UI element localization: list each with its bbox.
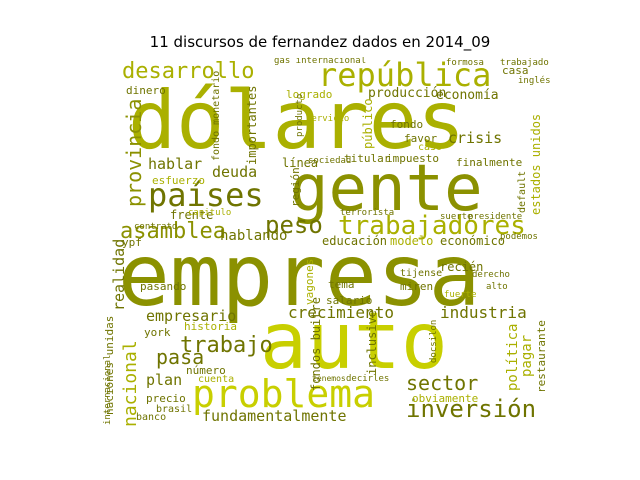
word-brasil: brasil (156, 404, 193, 415)
word-historia: historia (184, 320, 237, 333)
word-economico: económico (440, 234, 506, 248)
word-suerte: suerte (440, 212, 473, 222)
word-derecho: derecho (472, 270, 510, 280)
word-economia: economía (436, 88, 499, 103)
word-plan: plan (146, 371, 183, 389)
word-terrorista: terrorista (340, 208, 395, 218)
word-peso: peso (265, 211, 323, 239)
word-impuesto: impuesto (386, 152, 439, 165)
word-capitulo: capitulo (188, 208, 232, 218)
word-asamblea: asamblea (120, 219, 226, 244)
word-finalmente: finalmente (456, 156, 523, 169)
word-deuda: deuda (212, 163, 258, 181)
word-tijense: tijense (400, 268, 443, 279)
word-recien: recién (440, 260, 484, 274)
word-miren: miren (400, 280, 434, 293)
word-fondo: fondo (390, 118, 424, 131)
word-banco: banco (136, 412, 167, 423)
word-estados-unidos: estados unidos (529, 113, 543, 215)
word-provincia: provincia (122, 98, 146, 207)
word-inversion: inversión (406, 395, 537, 423)
word-cuenta: cuenta (198, 374, 235, 385)
word-hablando: hablando (220, 228, 288, 244)
word-educacion: educación (322, 234, 388, 248)
word-desarrollo: desarrollo (122, 59, 255, 84)
word-precio: precio (146, 392, 186, 405)
word-realidad: realidad (110, 238, 128, 311)
word-dolares: dólares (128, 74, 466, 167)
word-obviamente: obviamente (412, 392, 479, 405)
word-numero: número (186, 364, 226, 377)
word-producto: producto (295, 93, 305, 137)
word-paises: países (148, 176, 264, 214)
word-empresario: empresario (146, 307, 237, 325)
word-tenemos: tenemos (312, 374, 346, 383)
word-problema: problema (192, 372, 376, 416)
word-empresa: empresa (118, 226, 481, 326)
word-republica: república (318, 57, 492, 94)
word-sociedad: sociedad (308, 156, 352, 166)
word-fundamentalmente: fundamentalmente (202, 407, 347, 425)
word-crisis: crisis (448, 129, 503, 147)
word-crecimiento: crecimiento (288, 303, 394, 322)
word-logrado: logrado (286, 88, 333, 101)
word-contrato: contrato (134, 222, 178, 232)
word-gas-internacional: gas internacional (274, 57, 367, 66)
word-publico: público (361, 98, 375, 149)
word-docsilon: docsilon (429, 319, 439, 363)
word-fuerte: fuerte (444, 290, 477, 300)
word-ingles: inglés (518, 76, 550, 86)
word-trabajo: trabajo (180, 333, 273, 358)
word-presidente: presidente (468, 212, 523, 222)
word-inclusive: inclusive (365, 309, 379, 375)
word-trabajado: trabajado (500, 58, 549, 68)
word-favor: favor (404, 132, 438, 145)
word-ypf: ypf (122, 236, 142, 249)
word-pagar: pagar (519, 334, 535, 377)
word-trabajadores: trabajadores (338, 211, 526, 241)
word-linea: línea (282, 156, 319, 170)
word-politica: política (505, 323, 521, 391)
word-frente: frente (170, 208, 214, 222)
word-york: york (144, 326, 171, 339)
word-industria: industria (440, 303, 527, 322)
word-gente: gente (290, 152, 483, 226)
word-tema: tema (328, 278, 355, 291)
word-caso: caso (418, 142, 443, 153)
word-titular: titular (344, 152, 391, 165)
word-dinero: dinero (126, 84, 166, 97)
word-salario: salario (326, 294, 373, 307)
word-casa: casa (502, 64, 529, 77)
word-pasando: pasando (140, 280, 187, 293)
word-pasa: pasa (156, 345, 205, 369)
word-auto: auto (260, 297, 448, 387)
word-region: región (289, 167, 302, 207)
word-podemos: podemos (500, 232, 538, 242)
word-restaurante: restaurante (535, 320, 548, 393)
word-sector: sector (406, 371, 479, 395)
word-servicio: servicio (306, 114, 350, 124)
word-produccion: producción (368, 86, 447, 101)
word-fondo-monetario: fondo monetario (211, 70, 222, 161)
word-importantes: importantes (245, 85, 259, 165)
word-internacional: internacional (103, 354, 113, 425)
word-hablar: hablar (148, 155, 203, 173)
word-modelo: modelo (390, 234, 434, 248)
word-cloud: empresa dólares auto gente república pro… (100, 57, 550, 427)
word-decirles: decirles (346, 374, 390, 384)
word-default: default (517, 170, 528, 213)
word-alto: alto (486, 282, 508, 292)
chart-title: 11 discursos de fernandez dados en 2014_… (149, 33, 491, 51)
word-esfuerzo: esfuerzo (152, 174, 205, 187)
word-formosa: formosa (446, 58, 484, 68)
